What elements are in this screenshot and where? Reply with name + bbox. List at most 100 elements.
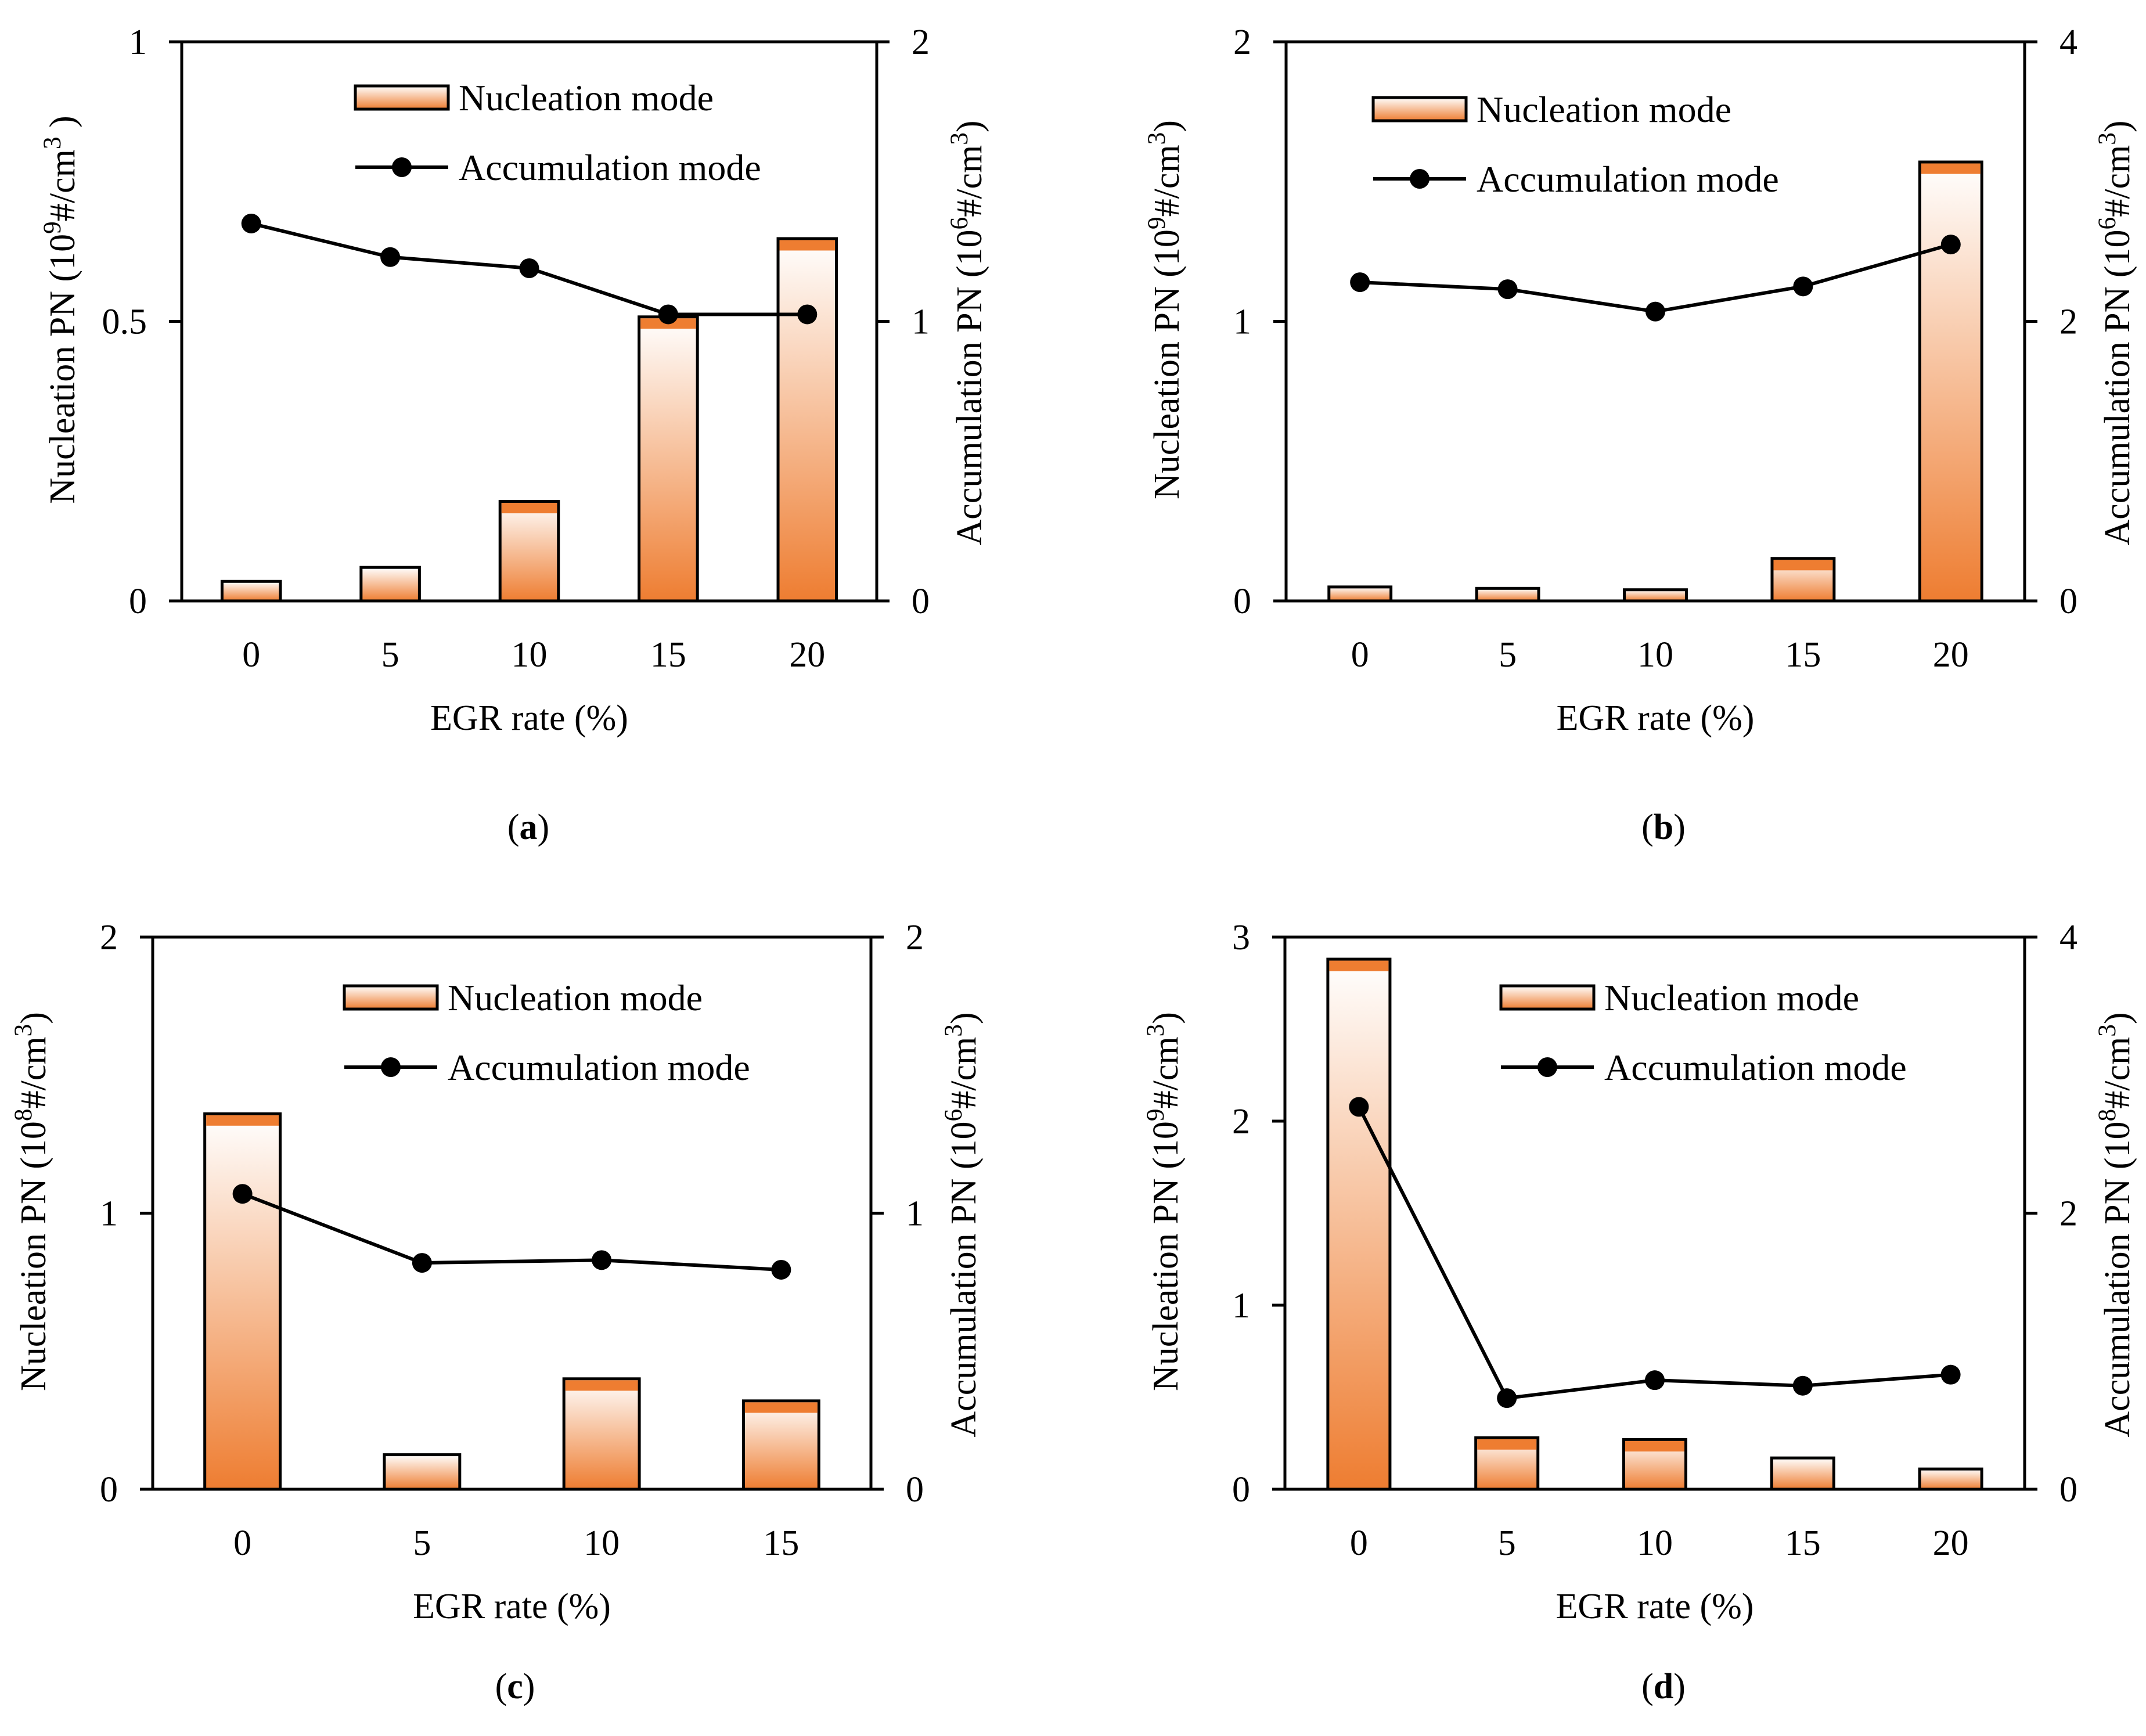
x-axis-tick-label: 0	[1350, 1523, 1368, 1563]
left-axis-tick-label: 3	[1232, 918, 1250, 957]
legend-line-marker	[381, 1057, 401, 1077]
accumulation-point	[658, 304, 678, 325]
left-axis-tick-label: 1	[100, 1194, 118, 1234]
accumulation-point	[232, 1184, 253, 1204]
nucleation-bar	[1475, 586, 1540, 603]
left-axis-tick-label: 2	[100, 918, 118, 957]
nucleation-bar-cap	[501, 503, 557, 514]
accumulation-line	[1357, 1106, 1951, 1400]
right-axis-tick-label: 2	[912, 23, 930, 62]
left-axis-label: Nucleation PN (109#/cm3 )	[38, 116, 82, 503]
nucleation-bar	[741, 1399, 820, 1491]
nucleation-bar	[359, 566, 421, 603]
left-axis-tick-label: 1	[1232, 1286, 1250, 1326]
accumulation-point	[412, 1253, 432, 1273]
x-axis-tick-label: 10	[584, 1523, 620, 1563]
x-axis-tick-label: 10	[1637, 635, 1673, 675]
left-axis-tick-label: 0	[129, 582, 147, 621]
x-axis-tick-label: 0	[233, 1523, 251, 1563]
nucleation-bar	[562, 1377, 641, 1491]
x-axis-tick-label: 20	[1933, 635, 1969, 675]
x-axis-tick-label: 10	[1637, 1523, 1673, 1563]
legend-label-nucleation: Nucleation mode	[448, 977, 703, 1018]
right-axis-label: Accumulation PN (108#/cm3)	[2093, 1012, 2137, 1437]
x-axis-tick-label: 15	[650, 635, 686, 675]
right-axis-tick-label: 2	[2059, 1194, 2077, 1234]
nucleation-bar-cap	[779, 240, 836, 251]
x-axis-label: EGR rate (%)	[1556, 1587, 1754, 1626]
nucleation-bar	[1918, 1467, 1983, 1491]
right-axis-label: Accumulation PN (106#/cm3)	[939, 1012, 984, 1437]
accumulation-point	[1497, 1388, 1517, 1409]
right-axis-tick-label: 2	[906, 918, 924, 957]
x-axis-label: EGR rate (%)	[1557, 698, 1755, 738]
accumulation-line	[242, 1192, 782, 1272]
left-axis-tick-label: 1	[129, 23, 147, 62]
nucleation-bar-cap	[1773, 560, 1833, 571]
right-axis-tick-label: 4	[2059, 23, 2077, 62]
x-axis-tick-label: 10	[512, 635, 548, 675]
accumulation-point	[797, 304, 818, 325]
nucleation-bar-cap	[1329, 960, 1389, 971]
x-axis-label: EGR rate (%)	[430, 698, 628, 738]
legend-label-nucleation: Nucleation mode	[1477, 89, 1731, 130]
legend-label-accumulation: Accumulation mode	[448, 1047, 750, 1088]
nucleation-bar	[1327, 585, 1393, 603]
x-axis-label: EGR rate (%)	[413, 1587, 611, 1626]
accumulation-point	[1940, 235, 1961, 255]
nucleation-bar	[220, 579, 282, 603]
right-axis-tick-label: 0	[2059, 1470, 2077, 1510]
accumulation-point	[241, 213, 261, 233]
accumulation-point	[1350, 272, 1370, 293]
x-axis-tick-label: 20	[789, 635, 825, 675]
accumulation-point	[1645, 1370, 1665, 1391]
nucleation-bar	[498, 500, 560, 603]
right-axis-tick-label: 2	[2059, 302, 2077, 342]
accumulation-point	[1792, 1375, 1813, 1396]
legend: Nucleation mode Accumulation mode	[1499, 977, 1907, 1088]
accumulation-point	[1497, 279, 1518, 300]
nucleation-bar-cap	[565, 1380, 638, 1391]
legend-bar-swatch	[1371, 96, 1468, 123]
accumulation-point	[1940, 1364, 1961, 1385]
nucleation-bar	[776, 237, 838, 603]
right-axis-tick-label: 4	[2059, 918, 2077, 957]
nucleation-bar-cap	[1921, 163, 1981, 174]
panel-caption: (a)	[507, 808, 549, 847]
nucleation-bar-cap	[1477, 1439, 1537, 1450]
x-axis-tick-label: 0	[1351, 635, 1369, 675]
nucleation-bar-cap	[1625, 1440, 1685, 1452]
accumulation-point	[1793, 276, 1813, 297]
nucleation-bar	[1770, 1456, 1835, 1491]
left-axis-tick-label: 2	[1233, 23, 1251, 62]
legend-label-accumulation: Accumulation mode	[1604, 1047, 1907, 1088]
nucleation-bar-cap	[744, 1402, 818, 1413]
right-axis-tick-label: 0	[906, 1470, 924, 1510]
legend: Nucleation mode Accumulation mode	[354, 77, 761, 188]
legend-bar-swatch	[1499, 984, 1596, 1011]
x-axis-tick-label: 5	[1499, 635, 1517, 675]
x-axis-tick-label: 20	[1933, 1523, 1969, 1563]
right-axis-tick-label: 1	[906, 1194, 924, 1234]
legend: Nucleation mode Accumulation mode	[1371, 89, 1779, 200]
x-axis-tick-label: 15	[1785, 1523, 1821, 1563]
x-axis-tick-label: 0	[242, 635, 260, 675]
right-axis-tick-label: 1	[912, 302, 930, 342]
accumulation-point	[1349, 1097, 1369, 1117]
left-axis-tick-label: 0	[1233, 582, 1251, 621]
chart-panel-c: 0 1 2 0 1 2 0 5 10 15 EGR rate (%) Nucleation PN (1…	[9, 918, 984, 1706]
legend-line-marker	[1410, 169, 1430, 189]
accumulation-point	[771, 1259, 791, 1280]
nucleation-bar	[203, 1112, 282, 1491]
legend-line-marker	[1538, 1057, 1557, 1077]
left-axis-tick-label: 0.5	[102, 302, 147, 342]
x-axis-tick-label: 5	[381, 635, 399, 675]
chart-panel-d: 0 1 2 3 0 2 4 0 5 10 15 20 EGR rate (%) Nucleation PN…	[1142, 918, 2137, 1706]
plot-frame	[1283, 935, 2026, 1491]
panel-caption: (b)	[1641, 808, 1686, 847]
accumulation-point	[380, 247, 401, 267]
left-axis-tick-label: 0	[1232, 1470, 1250, 1510]
